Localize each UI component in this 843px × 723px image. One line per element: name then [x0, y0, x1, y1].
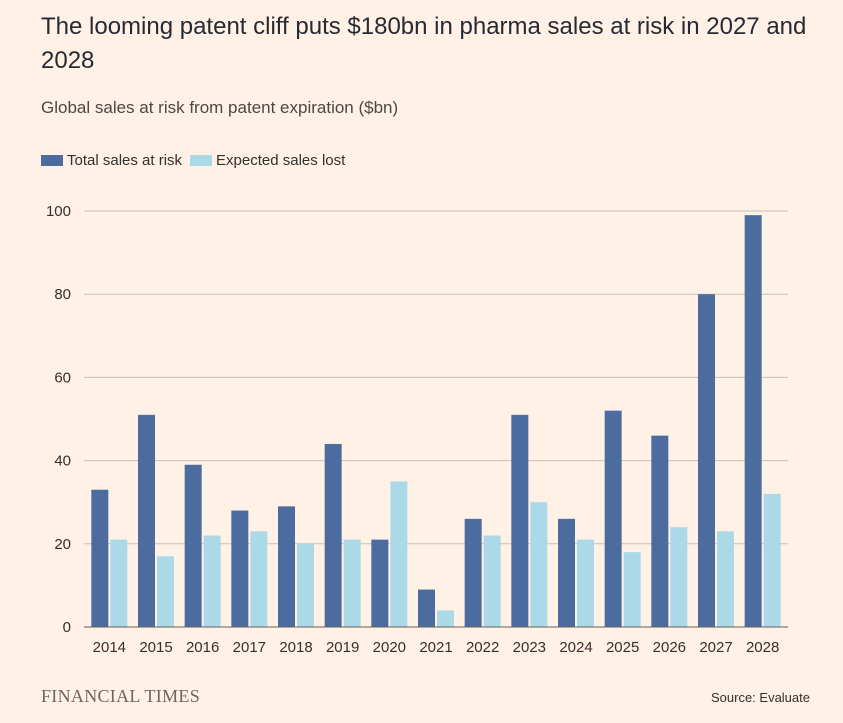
bar-total-sales-at-risk [324, 443, 342, 627]
x-tick-label: 2025 [606, 639, 639, 656]
bar-expected-sales-lost [763, 493, 781, 627]
x-tick-label: 2014 [93, 639, 126, 656]
legend-swatch-expected [190, 155, 213, 166]
legend: Total sales at risk Expected sales lost [41, 152, 353, 169]
chart-subtitle: Global sales at risk from patent expirat… [41, 98, 399, 117]
bar-total-sales-at-risk [184, 464, 202, 627]
ft-logo: FINANCIAL TIMES [41, 686, 201, 706]
bar-expected-sales-lost [670, 527, 688, 627]
chart-title: The looming patent cliff puts $180bn in … [41, 13, 807, 74]
bar-expected-sales-lost [577, 539, 594, 627]
bar-expected-sales-lost [203, 535, 221, 627]
bar-total-sales-at-risk [558, 518, 575, 627]
x-tick-label: 2020 [373, 639, 406, 656]
bar-expected-sales-lost [157, 556, 174, 627]
y-tick-label: 100 [46, 203, 71, 220]
bar-expected-sales-lost [390, 481, 408, 627]
y-tick-label: 60 [54, 369, 71, 386]
y-tick-label: 80 [54, 286, 71, 303]
bar-total-sales-at-risk [418, 589, 435, 627]
legend-label-total: Total sales at risk [67, 152, 183, 169]
x-tick-label: 2024 [559, 639, 592, 656]
x-tick-label: 2022 [466, 639, 499, 656]
x-tick-label: 2016 [186, 639, 219, 656]
bar-expected-sales-lost [623, 552, 641, 627]
bar-total-sales-at-risk [231, 510, 249, 627]
bar-total-sales-at-risk [511, 414, 529, 627]
legend-label-expected: Expected sales lost [216, 152, 346, 169]
bar-total-sales-at-risk [371, 539, 389, 627]
bar-total-sales-at-risk [604, 410, 622, 627]
legend-swatch-total [41, 155, 63, 166]
bar-total-sales-at-risk [138, 414, 155, 627]
bar-expected-sales-lost [483, 535, 501, 627]
bar-total-sales-at-risk [278, 506, 295, 627]
bar-expected-sales-lost [530, 502, 548, 627]
x-tick-label: 2017 [233, 639, 266, 656]
bar-expected-sales-lost [343, 539, 361, 627]
bar-total-sales-at-risk [464, 518, 482, 627]
bar-expected-sales-lost [110, 539, 128, 627]
y-tick-label: 20 [54, 536, 71, 553]
x-tick-label: 2023 [513, 639, 546, 656]
x-tick-label: 2015 [139, 639, 172, 656]
x-tick-label: 2018 [279, 639, 312, 656]
bar-total-sales-at-risk [744, 215, 762, 627]
bar-chart: 0 20 40 60 80 100 2014 2015 2016 2017 2018 2019 2020… [46, 203, 788, 656]
x-tick-label: 2021 [419, 639, 452, 656]
x-tick-label: 2019 [326, 639, 359, 656]
y-tick-label: 0 [63, 619, 71, 636]
legend-item-total: Total sales at risk [41, 152, 182, 169]
bar-expected-sales-lost [437, 610, 454, 627]
legend-item-expected: Expected sales lost [190, 152, 345, 169]
x-tick-label: 2026 [653, 639, 686, 656]
y-tick-label: 40 [54, 453, 71, 470]
source-note: Source: Evaluate [710, 690, 810, 705]
bar-total-sales-at-risk [91, 489, 109, 627]
x-tick-label: 2028 [746, 639, 779, 656]
bar-expected-sales-lost [297, 543, 314, 627]
x-tick-label: 2027 [699, 639, 732, 656]
bar-total-sales-at-risk [698, 294, 715, 627]
bar-expected-sales-lost [717, 531, 734, 627]
bar-expected-sales-lost [250, 531, 268, 627]
bar-total-sales-at-risk [651, 435, 669, 627]
